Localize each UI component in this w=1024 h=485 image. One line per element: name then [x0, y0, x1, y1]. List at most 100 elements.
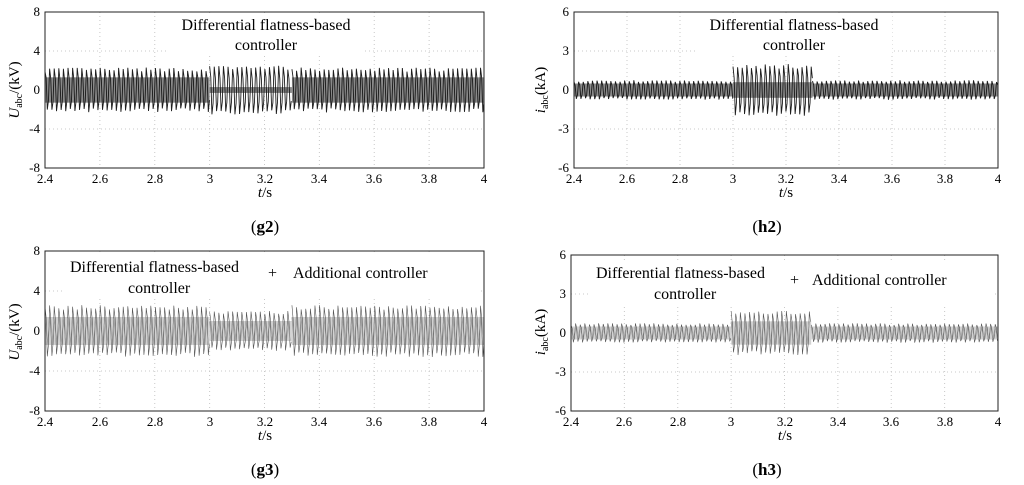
waveform-h2 [573, 64, 999, 116]
x-axis-label-g3: t/s [258, 428, 272, 444]
y-tick-label: 0 [34, 82, 41, 97]
waveform-trace-secondary [810, 326, 998, 340]
x-tick-label: 2.6 [92, 171, 109, 186]
panel-h2: 6 3 0 -3 -6 2.4 2.6 2.8 3 3.2 3.4 3.6 3.… [533, 4, 1002, 236]
annotation-line: Differential flatness-based [596, 265, 765, 282]
waveform-trace-secondary [570, 326, 731, 340]
y-axis-symbol: i [533, 109, 549, 113]
y-tick-label: 0 [560, 325, 567, 340]
panel-label-h2: (h2) [752, 217, 781, 236]
y-tick-label: 0 [34, 323, 41, 338]
annotation-plus: + [268, 265, 277, 282]
y-tick-label: -8 [29, 403, 40, 418]
x-axis-unit: /s [782, 428, 792, 444]
x-tick-label: 2.4 [37, 414, 54, 429]
x-tick-label: 3.8 [421, 414, 437, 429]
x-axis-unit: /s [262, 428, 272, 444]
y-tick-label: 0 [563, 82, 570, 97]
waveform-trace [573, 80, 734, 100]
x-tick-label: 3.4 [830, 414, 847, 429]
annotation-h2: Differential flatness-based controller [696, 14, 892, 54]
waveform-trace [44, 67, 210, 113]
x-tick-label: 3 [730, 171, 737, 186]
y-axis-label-h2: iabc(kA) [533, 67, 551, 113]
x-axis-label-h2: t/s [779, 185, 793, 201]
y-tick-label: 3 [560, 286, 567, 301]
x-tick-label: 2.8 [672, 171, 688, 186]
plot-frame-g3 [44, 250, 485, 412]
x-tick-label: 3.2 [257, 171, 273, 186]
annotation-g2: Differential flatness-based controller [168, 14, 364, 54]
x-axis-label-g2: t/s [258, 185, 272, 201]
x-tick-label: 3.2 [257, 414, 273, 429]
x-tick-label: 2.4 [566, 171, 583, 186]
waveform-trace-secondary [730, 321, 810, 345]
annotation-plus: + [790, 272, 799, 289]
x-tick-label: 3.8 [421, 171, 437, 186]
y-axis-label-g3: Uabc/(kV) [7, 303, 25, 360]
x-axis-label-h3: t/s [778, 428, 792, 444]
y-tick-label: -8 [29, 160, 40, 175]
x-ticks-g2: 2.4 2.6 2.8 3 3.2 3.4 3.6 3.8 4 [37, 171, 488, 186]
waveform-g3 [44, 305, 485, 357]
y-axis-label-g2: Uabc/(kV) [7, 61, 25, 118]
panel-label-text: h3 [758, 460, 776, 479]
plot-frame-g2 [44, 11, 485, 169]
panel-label-text: g3 [257, 460, 274, 479]
y-tick-label: 8 [34, 4, 41, 19]
y-tick-label: -4 [29, 363, 40, 378]
annotation-line: controller [654, 286, 717, 303]
y-axis-subscript: abc [14, 93, 25, 107]
x-tick-label: 3.4 [311, 171, 328, 186]
y-tick-label: -6 [555, 403, 566, 418]
x-tick-label: 3.2 [777, 414, 793, 429]
x-tick-label: 2.4 [563, 414, 580, 429]
x-tick-label: 3 [728, 414, 735, 429]
y-axis-unit: /(kV) [7, 303, 23, 336]
x-tick-label: 3.2 [778, 171, 794, 186]
annotation-background [62, 254, 480, 298]
x-tick-label: 3.6 [366, 171, 383, 186]
x-tick-label: 2.8 [670, 414, 686, 429]
annotation-line: Additional controller [293, 265, 428, 282]
annotation-g3: Differential flatness-based controller +… [62, 254, 480, 298]
x-tick-label: 3 [207, 414, 214, 429]
x-ticks-h3: 2.4 2.6 2.8 3 3.2 3.4 3.6 3.8 4 [563, 414, 1002, 429]
y-axis-symbol: U [7, 349, 23, 361]
waveform-trace [209, 65, 292, 115]
y-tick-label: 8 [34, 243, 41, 258]
waveform-trace [732, 64, 813, 116]
x-tick-label: 3.8 [937, 171, 953, 186]
x-axis-symbol: t [778, 428, 783, 444]
y-ticks-h2: 6 3 0 -3 -6 [558, 4, 569, 175]
x-tick-label: 4 [995, 171, 1002, 186]
waveform-trace-secondary [44, 317, 209, 346]
x-tick-label: 2.8 [147, 171, 163, 186]
annotation-line: Additional controller [812, 272, 947, 289]
panel-label-h3: (h3) [752, 460, 781, 479]
waveform-band [733, 82, 813, 98]
y-axis-unit: (kA) [533, 309, 549, 337]
x-tick-label: 3.8 [937, 414, 953, 429]
annotation-line: Differential flatness-based [182, 17, 351, 34]
y-axis-subscript: abc [540, 95, 551, 109]
y-axis-subscript: abc [14, 335, 25, 349]
x-tick-label: 2.4 [37, 171, 54, 186]
annotation-background [696, 14, 892, 54]
y-tick-label: -3 [555, 364, 566, 379]
y-tick-label: 6 [563, 4, 570, 19]
y-tick-label: 3 [563, 43, 570, 58]
panel-g3: 8 4 0 -4 -8 2.4 2.6 2.8 3 3.2 3.4 3.6 3.… [7, 243, 488, 479]
panel-label-g3: (g3) [251, 460, 279, 479]
waveform-trace [44, 305, 210, 357]
annotation-h3: Differential flatness-based controller +… [590, 262, 992, 304]
x-tick-label: 3 [207, 171, 214, 186]
plot-frame-h3 [570, 254, 999, 412]
waveform-trace-secondary [291, 316, 484, 346]
y-axis-symbol: U [7, 107, 23, 119]
y-axis-symbol: i [533, 351, 549, 355]
y-ticks-g3: 8 4 0 -4 -8 [29, 243, 40, 418]
waveform-h3 [570, 311, 998, 356]
y-ticks-g2: 8 4 0 -4 -8 [29, 4, 40, 175]
